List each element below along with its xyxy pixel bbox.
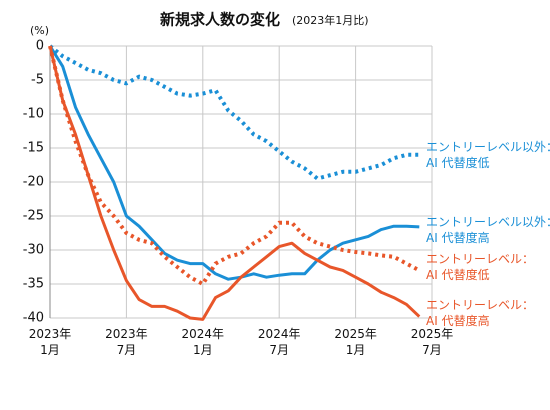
y-tick-label: 0 [36,39,44,54]
series-line [48,44,420,181]
x-tick-label: 2025年 1月 [334,327,377,357]
chart-title: 新規求人数の変化 [160,11,280,29]
y-tick-label: -15 [23,141,44,156]
y-tick-label: -30 [23,243,44,258]
y-tick-label: -5 [31,73,44,88]
y-tick-label: -35 [23,277,44,292]
y-tick-label: -20 [23,175,44,190]
legend-label: エントリーレベル： AI 代替度低 [426,252,534,282]
y-tick-label: -10 [23,107,44,122]
legend-label: エントリーレベル以外： AI 代替度高 [426,215,550,245]
x-tick-label: 2023年 1月 [29,327,72,357]
chart-subtitle: (2023年1月比) [292,13,369,27]
series-line [48,45,421,321]
series-line [48,45,420,281]
legend-label: エントリーレベル以外： AI 代替度低 [426,140,550,170]
series-line [48,45,421,286]
x-tick-label: 2023年 7月 [105,327,148,357]
x-tick-label: 2024年 7月 [258,327,301,357]
legend-label: エントリーレベル： AI 代替度高 [426,298,534,328]
x-tick-label: 2024年 1月 [182,327,225,357]
y-tick-label: -25 [23,209,44,224]
x-tick-label: 2025年 7月 [411,327,454,357]
y-axis-label: (%) [30,24,49,37]
y-tick-label: -40 [23,311,44,326]
